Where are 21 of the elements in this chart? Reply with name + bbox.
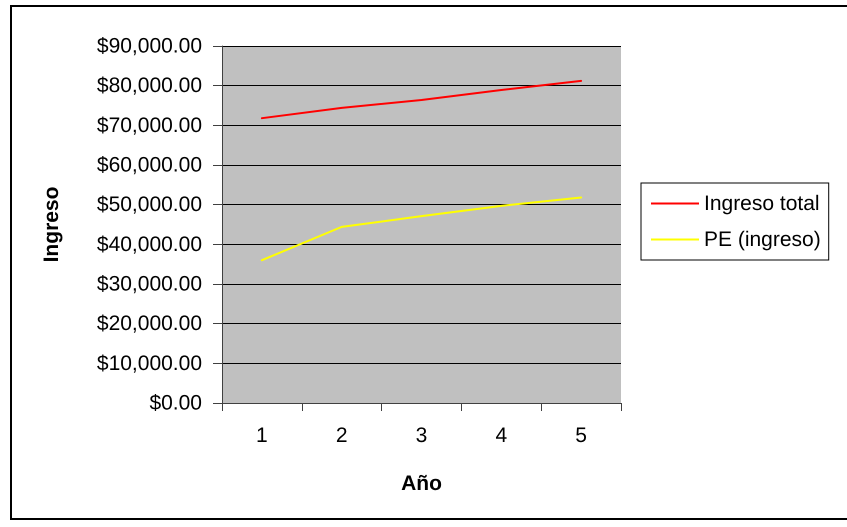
x-tick-label: 1 (256, 424, 268, 447)
x-axis-title: Año (401, 472, 442, 495)
line-series (260, 196, 582, 262)
y-tick-label: $60,000.00 (96, 154, 202, 176)
x-tick-label: 3 (416, 424, 428, 447)
legend-label: Ingreso total (704, 192, 820, 215)
y-axis-title: Ingreso (40, 186, 63, 262)
y-tick-label: $80,000.00 (96, 74, 202, 98)
y-tick-label: $70,000.00 (96, 114, 202, 137)
legend-label: PE (ingreso) (704, 228, 821, 251)
line-series (260, 80, 582, 120)
x-tick-label: 2 (336, 424, 348, 447)
y-tick-label: $50,000.00 (96, 193, 202, 216)
y-tick-label: $0.00 (149, 392, 202, 414)
y-tick-label: $10,000.00 (96, 352, 202, 375)
y-tick-label: $30,000.00 (96, 272, 202, 296)
x-tick-label: 4 (495, 424, 508, 447)
x-tick-label: 5 (575, 424, 587, 447)
y-tick-label: $90,000.00 (96, 34, 202, 58)
y-tick-label: $20,000.00 (96, 312, 202, 336)
y-tick-label: $40,000.00 (96, 232, 202, 256)
